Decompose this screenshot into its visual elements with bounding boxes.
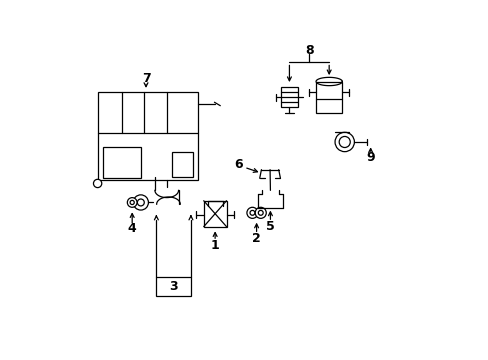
Bar <box>203 201 226 227</box>
Bar <box>172 152 192 176</box>
Text: 3: 3 <box>169 280 178 293</box>
Circle shape <box>249 210 254 215</box>
Text: 6: 6 <box>234 158 243 171</box>
Text: 1: 1 <box>210 239 219 252</box>
Text: 4: 4 <box>127 222 136 235</box>
Circle shape <box>133 195 148 210</box>
Text: 7: 7 <box>142 72 150 85</box>
Text: 2: 2 <box>252 232 261 245</box>
Bar <box>280 87 298 107</box>
Circle shape <box>258 210 263 215</box>
Circle shape <box>255 207 266 219</box>
Circle shape <box>339 136 349 148</box>
Bar <box>98 92 198 180</box>
Circle shape <box>137 199 144 206</box>
Circle shape <box>246 207 258 219</box>
Circle shape <box>130 201 134 204</box>
Text: 5: 5 <box>265 220 274 233</box>
Circle shape <box>93 179 102 188</box>
Circle shape <box>334 132 354 152</box>
Bar <box>315 81 342 113</box>
Bar <box>102 147 141 178</box>
Bar <box>156 277 190 296</box>
Text: 9: 9 <box>366 151 374 164</box>
Text: 8: 8 <box>305 44 313 57</box>
Circle shape <box>127 198 137 207</box>
